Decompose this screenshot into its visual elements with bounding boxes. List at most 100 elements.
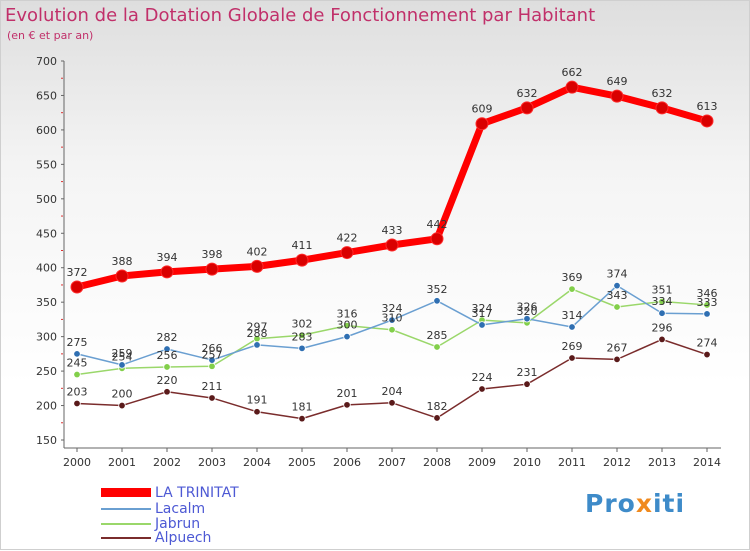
x-tick-label: 2011 (558, 456, 586, 469)
data-label: 317 (472, 307, 493, 320)
data-label: 320 (517, 305, 538, 318)
data-point (478, 321, 486, 329)
data-label: 204 (382, 385, 403, 398)
data-point (658, 335, 666, 344)
data-label: 254 (112, 350, 133, 363)
data-label: 609 (472, 103, 493, 116)
data-label: 285 (427, 329, 448, 342)
data-label: 369 (562, 271, 583, 284)
data-point (655, 101, 669, 115)
data-label: 256 (157, 349, 178, 362)
data-label: 324 (472, 302, 493, 315)
legend-item-alpuech[interactable]: Alpuech (101, 530, 301, 546)
data-point (433, 414, 441, 422)
x-tick-label: 2004 (243, 456, 271, 469)
data-point (205, 262, 219, 276)
data-point (523, 380, 531, 388)
data-point (568, 285, 576, 293)
data-label: 182 (427, 400, 448, 413)
legend-item-jabrun[interactable]: Jabrun (101, 516, 301, 532)
data-point (385, 238, 399, 252)
data-point (208, 362, 216, 370)
data-label: 274 (697, 337, 718, 350)
data-point (73, 370, 81, 379)
x-tick-label: 2010 (513, 456, 541, 469)
data-label: 333 (697, 296, 718, 309)
y-tick-label: 400 (36, 262, 57, 275)
data-label: 302 (292, 317, 313, 330)
logo-text-pro: Pro (585, 489, 636, 518)
data-point (523, 315, 531, 323)
data-point (658, 309, 666, 317)
legend-label-jabrun: Jabrun (155, 516, 201, 532)
y-tick-label: 550 (36, 158, 57, 171)
data-point (298, 414, 306, 423)
data-point (298, 344, 306, 353)
x-tick-label: 2009 (468, 456, 496, 469)
logo-text-x: x (635, 489, 653, 518)
data-label: 411 (292, 239, 313, 252)
data-point (208, 394, 216, 402)
x-tick-label: 2002 (153, 456, 181, 469)
data-label: 649 (607, 75, 628, 88)
x-tick-label: 2007 (378, 456, 406, 469)
data-point (343, 401, 351, 409)
data-label: 269 (562, 340, 583, 353)
proxiti-logo: Proxiti (585, 489, 685, 518)
data-label: 288 (247, 327, 268, 340)
data-point (73, 350, 81, 358)
data-point (700, 114, 714, 128)
data-label: 181 (292, 401, 313, 414)
y-tick-label: 250 (36, 365, 57, 378)
data-point (433, 297, 441, 305)
data-label: 266 (202, 342, 223, 355)
data-point (340, 246, 354, 260)
y-tick-label: 150 (36, 434, 57, 447)
data-point (433, 343, 441, 351)
data-point (478, 385, 486, 393)
data-label: 422 (337, 232, 358, 245)
legend-item-lacalm[interactable]: Lacalm (101, 501, 301, 517)
data-point (115, 269, 129, 283)
data-label: 402 (247, 245, 268, 258)
data-label: 211 (202, 380, 223, 393)
data-point (163, 388, 171, 396)
data-label: 343 (607, 289, 628, 302)
data-point (343, 321, 351, 330)
data-label: 388 (112, 255, 133, 268)
data-label: 296 (652, 321, 673, 334)
data-point (430, 232, 444, 246)
data-label: 297 (247, 321, 268, 334)
data-point (160, 265, 174, 279)
data-label: 200 (112, 388, 133, 401)
data-label: 334 (652, 295, 673, 308)
x-tick-label: 2006 (333, 456, 361, 469)
data-label: 351 (652, 283, 673, 296)
logo-text-iti: iti (652, 489, 686, 518)
legend-label-lacalm: Lacalm (155, 501, 206, 517)
data-label: 310 (382, 312, 403, 325)
x-tick-label: 2000 (63, 456, 91, 469)
data-label: 283 (292, 330, 313, 343)
legend-label-alpuech: Alpuech (155, 530, 212, 546)
data-label: 398 (202, 248, 223, 261)
data-label: 220 (157, 374, 178, 387)
data-point (658, 297, 666, 306)
y-tick-label: 650 (36, 89, 57, 102)
data-point (565, 80, 579, 94)
x-tick-label: 2012 (603, 456, 631, 469)
data-label: 201 (337, 387, 358, 400)
data-point (568, 354, 576, 362)
data-point (613, 303, 621, 311)
data-label: 275 (67, 336, 88, 349)
x-tick-label: 2013 (648, 456, 676, 469)
data-point (118, 401, 126, 410)
data-label: 662 (562, 66, 583, 79)
data-label: 314 (562, 309, 583, 322)
legend-item-la-trinitat[interactable]: LA TRINITAT (101, 485, 301, 501)
data-point (520, 101, 534, 115)
y-tick-label: 600 (36, 124, 57, 137)
y-tick-label: 300 (36, 331, 57, 344)
